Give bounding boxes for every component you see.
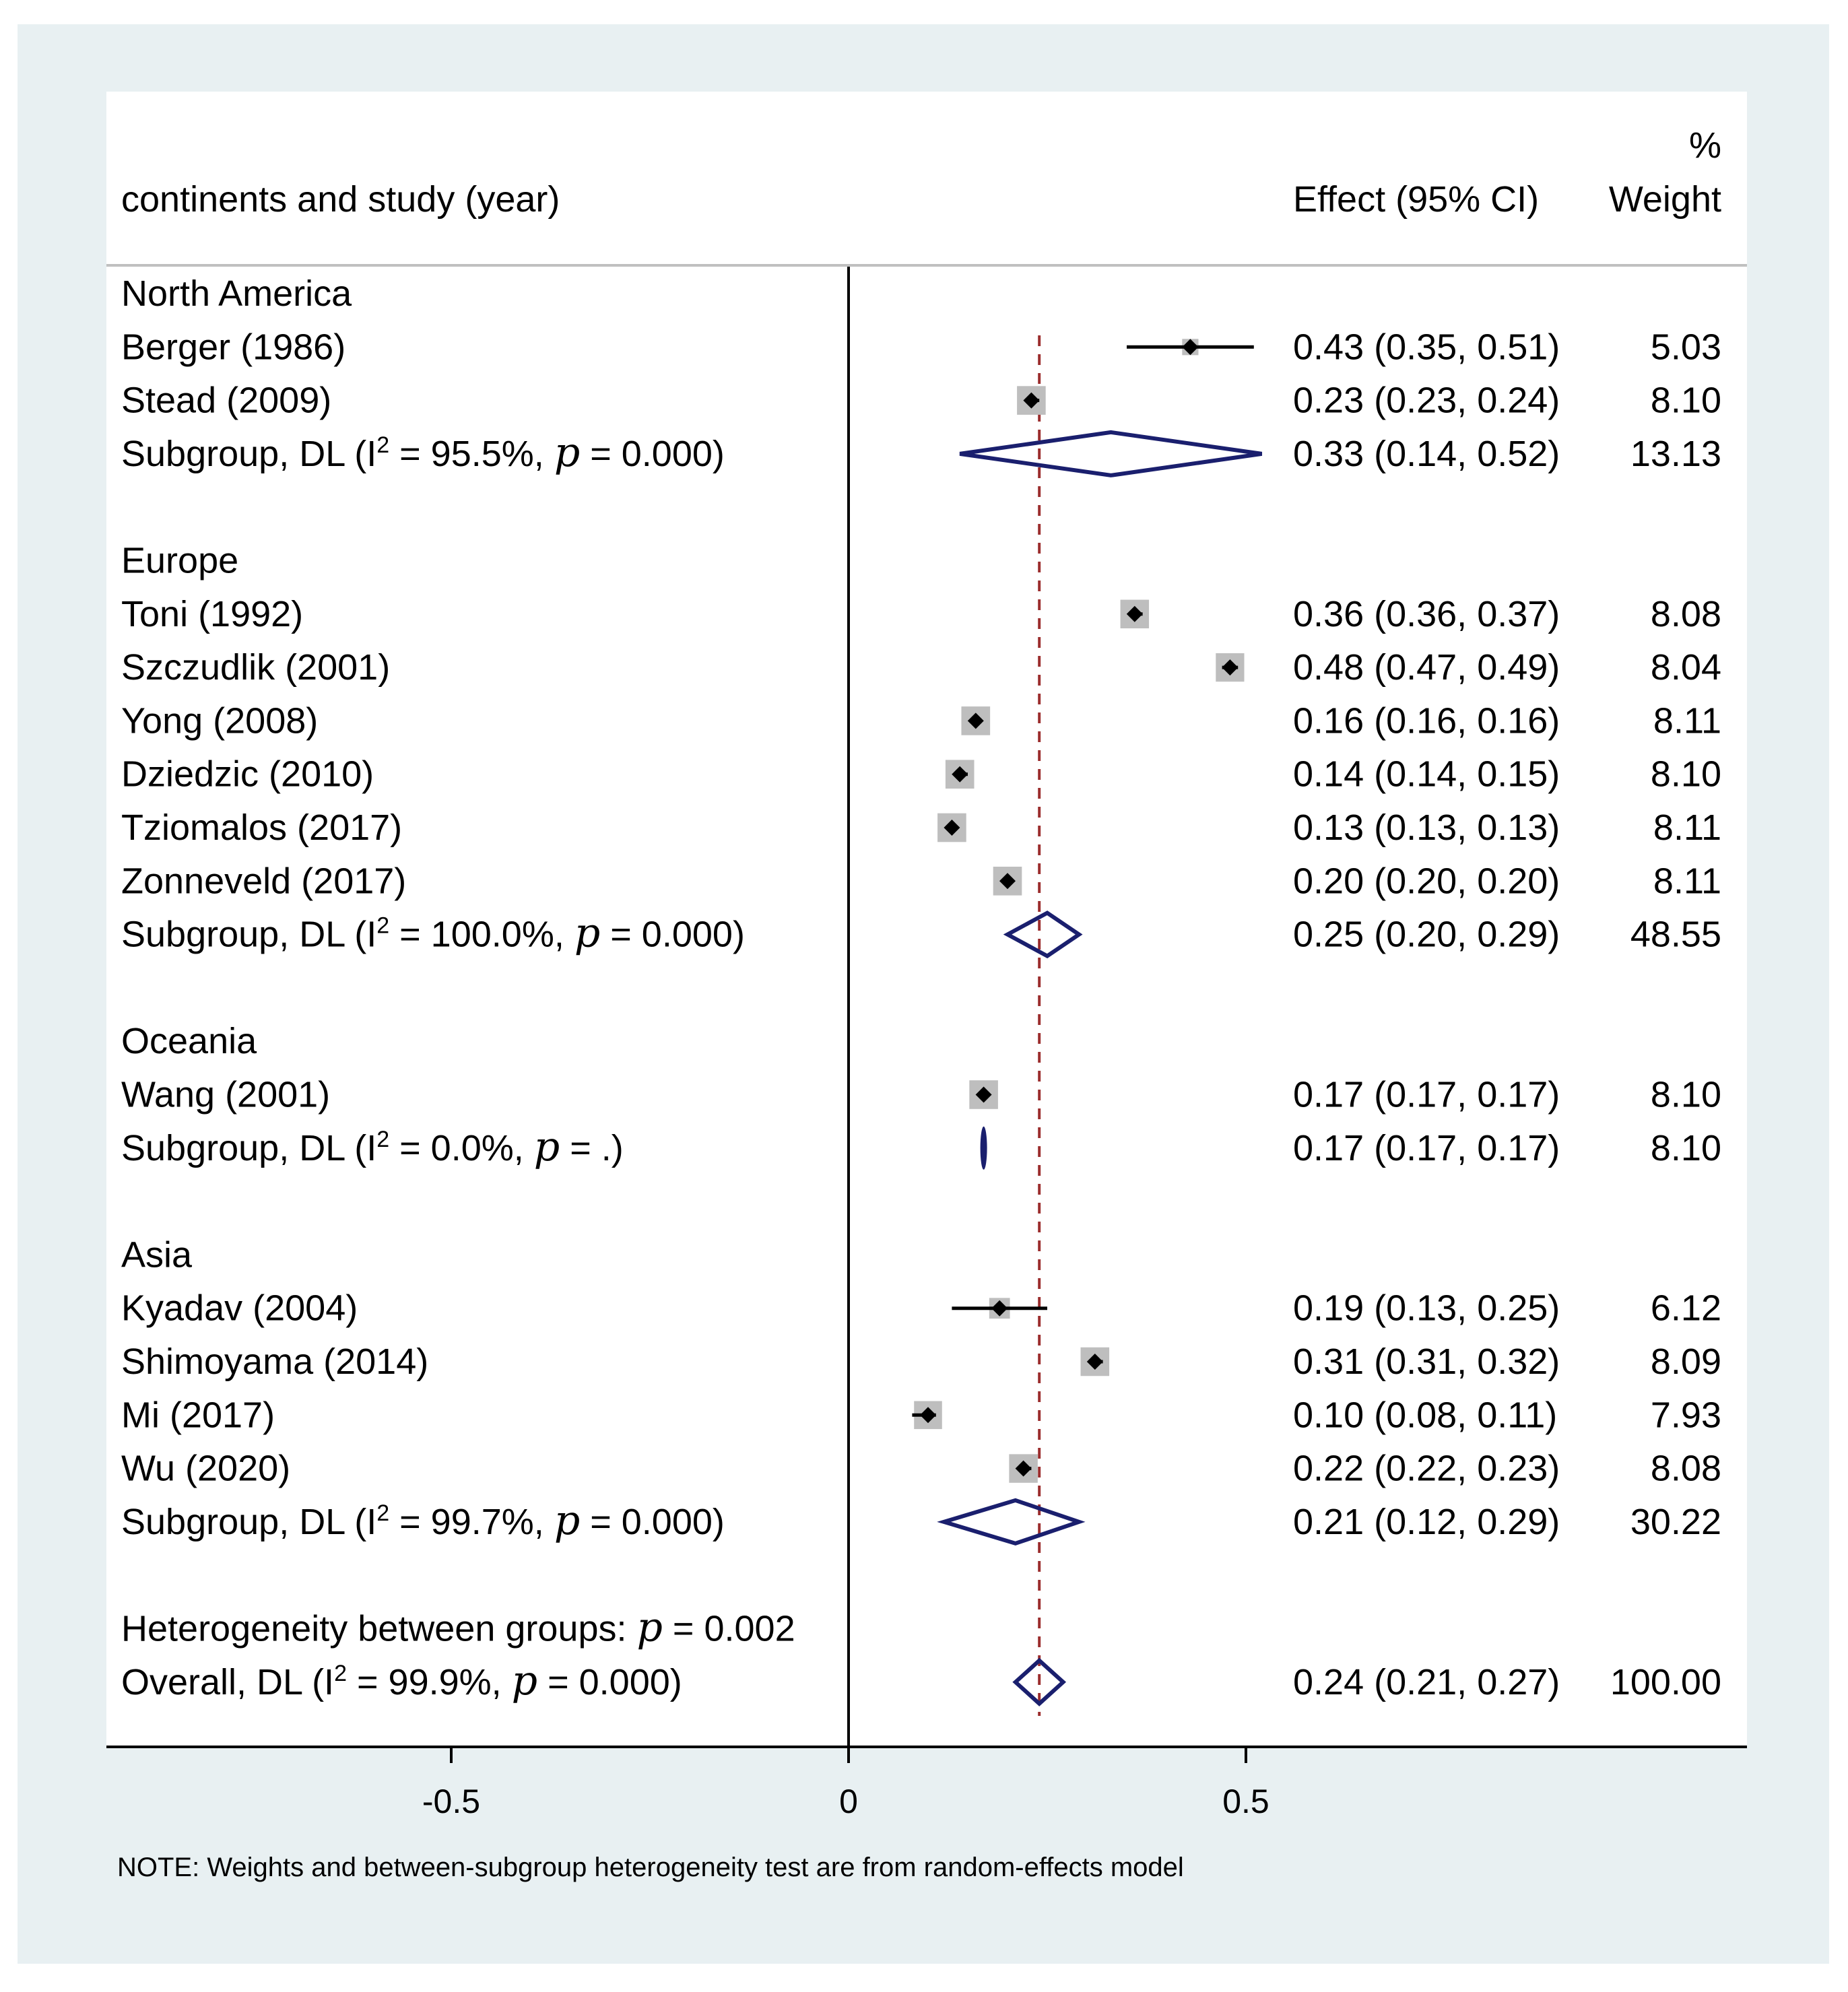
subgroup-diamond [980,1126,987,1170]
effect-ci-text: 0.22 (0.22, 0.23) [1293,1449,1560,1489]
study-point-estimate [1182,339,1199,356]
study-label: Zonneveld (2017) [121,861,406,901]
study-point-estimate [1126,605,1143,622]
study-point-estimate [999,873,1016,890]
effect-ci-text: 0.17 (0.17, 0.17) [1293,1075,1560,1115]
study-label: Wu (2020) [121,1449,290,1489]
weight-text: 13.13 [1630,434,1721,474]
plot-area [106,92,1747,1747]
header-weight-column: Weight [1609,179,1721,220]
weight-text: 30.22 [1630,1502,1721,1542]
study-point-estimate [975,1086,992,1103]
header-study-column: continents and study (year) [121,179,560,220]
weight-text: 8.10 [1651,754,1721,795]
study-point-estimate [1023,392,1040,409]
study-point-estimate [1015,1460,1032,1477]
effect-ci-text: 0.13 (0.13, 0.13) [1293,807,1560,848]
weight-text: 8.04 [1651,647,1721,688]
overall-label: Overall, DL (I2 = 99.9%, p = 0.000) [121,1657,682,1704]
effect-ci-text: 0.14 (0.14, 0.15) [1293,754,1560,795]
group-label: Asia [121,1234,193,1275]
weight-text: 8.09 [1651,1341,1721,1382]
x-tick-label: 0 [839,1783,858,1820]
header-effect-column: Effect (95% CI) [1293,179,1539,220]
effect-ci-text: 0.20 (0.20, 0.20) [1293,861,1560,901]
x-tick-label: -0.5 [422,1783,480,1820]
weight-text: 7.93 [1651,1395,1721,1435]
effect-ci-text: 0.31 (0.31, 0.32) [1293,1341,1560,1382]
effect-ci-text: 0.43 (0.35, 0.51) [1293,327,1560,367]
weight-text: 48.55 [1630,915,1721,955]
group-label: Oceania [121,1021,257,1061]
footnote: NOTE: Weights and between-subgroup heter… [117,1853,1184,1882]
study-label: Dziedzic (2010) [121,754,374,795]
group-label: North America [121,273,352,314]
weight-text: 8.11 [1653,700,1721,741]
study-label: Wang (2001) [121,1075,330,1115]
weight-text: 8.08 [1651,1449,1721,1489]
effect-ci-text: 0.10 (0.08, 0.11) [1293,1395,1557,1435]
weight-text: 8.08 [1651,594,1721,634]
weight-text: 8.10 [1651,1128,1721,1168]
subgroup-diamond [1003,910,1083,959]
subgroup-diamond [937,1498,1086,1546]
effect-ci-text: 0.48 (0.47, 0.49) [1293,647,1560,688]
weight-text: 100.00 [1610,1662,1721,1702]
study-point-estimate [920,1407,936,1424]
weight-text: 8.10 [1651,380,1721,421]
effect-ci-text: 0.24 (0.21, 0.27) [1293,1662,1560,1702]
study-label: Kyadav (2004) [121,1288,358,1329]
heterogeneity-label: Heterogeneity between groups: p = 0.002 [121,1604,795,1651]
study-label: Tziomalos (2017) [121,807,402,848]
study-label: Yong (2008) [121,700,318,741]
subgroup-label: Subgroup, DL (I2 = 0.0%, p = .) [121,1123,624,1170]
study-point-estimate [952,766,968,783]
header-weight-percent: % [1689,125,1721,166]
study-point-estimate [944,820,960,836]
effect-ci-text: 0.23 (0.23, 0.24) [1293,380,1560,421]
study-point-estimate [1086,1354,1103,1370]
weight-text: 5.03 [1651,327,1721,367]
study-point-estimate [967,712,984,729]
effect-ci-text: 0.16 (0.16, 0.16) [1293,700,1560,741]
effect-ci-text: 0.19 (0.13, 0.25) [1293,1288,1560,1329]
study-label: Berger (1986) [121,327,345,367]
study-point-estimate [991,1300,1008,1317]
effect-ci-text: 0.21 (0.12, 0.29) [1293,1502,1560,1542]
subgroup-diamond [959,430,1263,477]
weight-text: 8.11 [1653,807,1721,848]
study-label: Toni (1992) [121,594,303,634]
weight-text: 6.12 [1651,1288,1721,1329]
x-tick-label: 0.5 [1222,1783,1269,1820]
subgroup-label: Subgroup, DL (I2 = 99.7%, p = 0.000) [121,1497,725,1544]
effect-ci-text: 0.17 (0.17, 0.17) [1293,1128,1560,1168]
overall-diamond [1012,1657,1067,1706]
study-label: Stead (2009) [121,380,331,421]
study-point-estimate [1222,659,1239,676]
weight-text: 8.11 [1653,861,1721,901]
study-label: Shimoyama (2014) [121,1341,428,1382]
study-label: Szczudlik (2001) [121,647,390,688]
subgroup-label: Subgroup, DL (I2 = 95.5%, p = 0.000) [121,429,725,476]
study-label: Mi (2017) [121,1395,275,1435]
effect-ci-text: 0.36 (0.36, 0.37) [1293,594,1560,634]
group-label: Europe [121,541,238,581]
effect-ci-text: 0.33 (0.14, 0.52) [1293,434,1560,474]
subgroup-label: Subgroup, DL (I2 = 100.0%, p = 0.000) [121,910,745,957]
effect-ci-text: 0.25 (0.20, 0.29) [1293,915,1560,955]
weight-text: 8.10 [1651,1075,1721,1115]
